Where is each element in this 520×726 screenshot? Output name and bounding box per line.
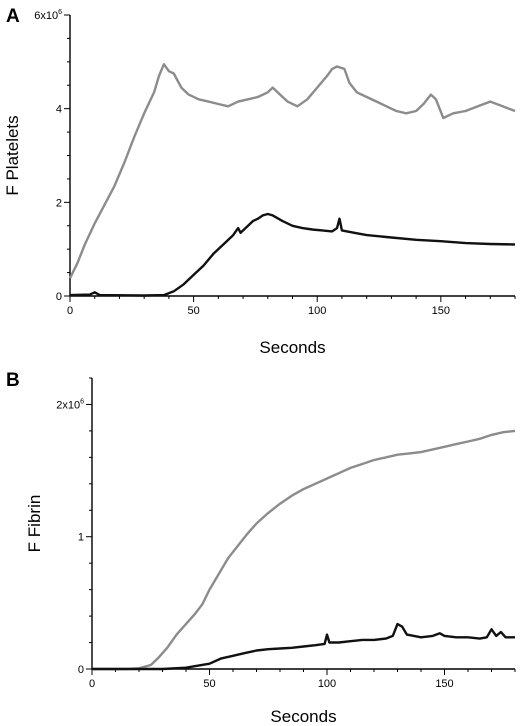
- y-top-tick-label: 2x106: [56, 398, 84, 411]
- y-top-tick-exponent: 6: [80, 398, 84, 405]
- y-tick-label: 4: [56, 104, 62, 116]
- series-line-black: [69, 212, 516, 297]
- panel-label: A: [6, 6, 20, 27]
- x-tick-label: 0: [89, 678, 95, 690]
- chart-panel-a: A 0 50 100 150 0 2 4 6x106 Seconds F Platelets: [3, 6, 516, 357]
- x-tick-label: 100: [308, 305, 326, 317]
- y-tick-label: 2: [56, 197, 62, 209]
- y-tick-label: 1: [78, 532, 84, 544]
- y-top-tick-base: 6x10: [34, 10, 58, 22]
- y-axis-label: F Fibrin: [25, 495, 44, 553]
- x-axis-label: Seconds: [259, 338, 325, 357]
- x-tick-label: 100: [318, 678, 336, 690]
- y-tick-label: 0: [78, 664, 84, 676]
- panel-label: B: [6, 370, 20, 391]
- y-axis-label: F Platelets: [3, 115, 22, 195]
- y-top-tick-base: 2x10: [56, 399, 80, 411]
- series-line-gray: [68, 63, 516, 279]
- chart-panel-b: B 0 50 100 150 0 1 2x106 Seconds F Fibrin: [6, 370, 516, 726]
- y-tick-label: 0: [56, 291, 62, 303]
- x-axis-label: Seconds: [270, 707, 336, 726]
- y-top-tick-label: 6x106: [34, 9, 62, 22]
- x-tick-label: 150: [435, 678, 453, 690]
- y-top-tick-exponent: 6: [58, 9, 62, 16]
- x-tick-label: 150: [432, 305, 450, 317]
- x-tick-label: 50: [187, 305, 199, 317]
- x-tick-label: 50: [203, 678, 215, 690]
- series-line-black: [92, 622, 515, 671]
- series-line-gray: [92, 429, 516, 671]
- x-tick-label: 0: [67, 305, 73, 317]
